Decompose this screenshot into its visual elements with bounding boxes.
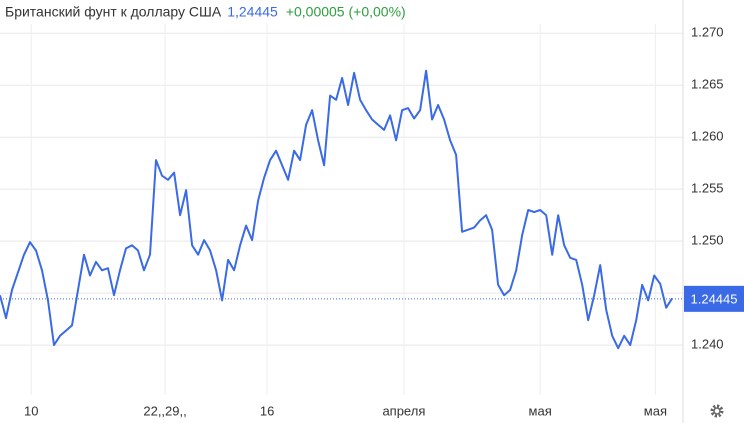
y-tick-label: 1.265 (691, 77, 724, 92)
y-tick-label: 1.260 (691, 129, 724, 144)
x-tick-label: мая (644, 403, 667, 418)
x-tick-label: 16 (260, 403, 274, 418)
y-tick-label: 1.255 (691, 181, 724, 196)
x-tick-label: апреля (382, 403, 425, 418)
last-price-label: 1.24445 (691, 291, 738, 306)
last-price-box (684, 285, 744, 312)
y-tick-label: 1.240 (691, 337, 724, 352)
price: 1,24445 (227, 4, 278, 20)
price-change: +0,00005 (+0,00%) (286, 4, 406, 20)
title: Британский фунт к доллару США (5, 4, 222, 20)
x-tick-label: мая (529, 403, 552, 418)
price-line (0, 69, 674, 350)
settings-icon[interactable] (710, 404, 724, 418)
x-tick-label: 10 (24, 403, 38, 418)
y-tick-label: 1.250 (691, 233, 724, 248)
y-tick-label: 1.270 (691, 25, 724, 40)
x-tick-label: 22,,29,, (143, 403, 186, 418)
